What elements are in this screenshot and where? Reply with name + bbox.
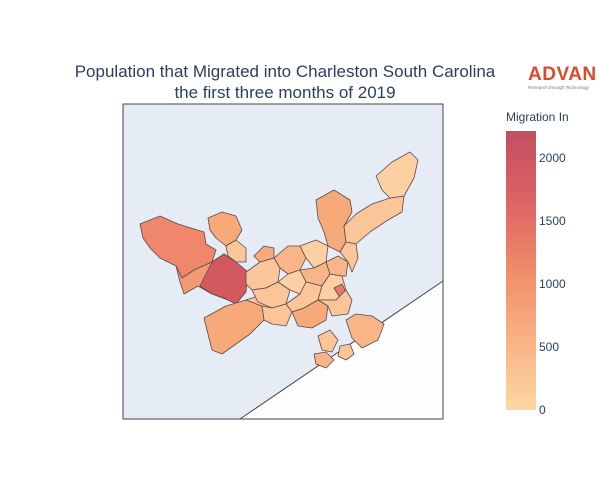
colorbar-gradient [506, 131, 536, 410]
colorbar-tick: 2000 [539, 151, 566, 165]
chart-title-line-1: Population that Migrated into Charleston… [74, 62, 496, 81]
chart-title-line-2: the first three months of 2019 [174, 83, 396, 102]
region-nw-2[interactable] [225, 239, 247, 263]
advan-logo: ADVAN Research through Technology [528, 64, 596, 94]
region-c12[interactable] [261, 303, 293, 327]
region-se-1[interactable] [345, 313, 385, 349]
colorbar-tick: 1500 [539, 214, 566, 228]
region-c13[interactable] [291, 299, 329, 329]
colorbar-tick: 0 [539, 403, 546, 417]
map-frame [122, 103, 444, 420]
logo-wordmark: ADVAN [528, 64, 597, 85]
region-se-3[interactable] [313, 351, 335, 369]
region-c5[interactable] [251, 281, 291, 309]
colorbar-tick: 500 [539, 340, 560, 354]
region-ne-mid[interactable] [339, 241, 359, 273]
region-ne-far[interactable] [375, 151, 419, 199]
logo-tagline: Research through Technology [528, 85, 589, 90]
region-c2[interactable] [273, 245, 307, 275]
colorbar-tick: 1000 [539, 277, 566, 291]
region-c14[interactable] [317, 289, 353, 317]
region-se-2[interactable] [317, 329, 339, 353]
region-c4[interactable] [253, 245, 275, 263]
region-se-4[interactable] [337, 343, 355, 361]
region-c10[interactable] [325, 255, 349, 277]
region-south[interactable] [203, 299, 265, 355]
colorbar-title: Migration In [506, 110, 569, 124]
